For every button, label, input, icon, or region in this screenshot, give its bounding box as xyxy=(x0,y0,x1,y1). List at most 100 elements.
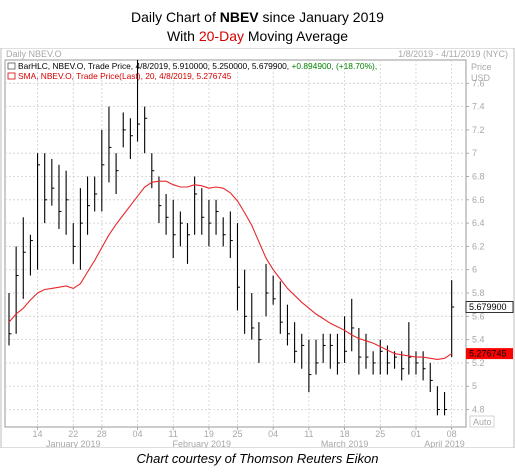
x-tick-label: 01 xyxy=(411,429,421,439)
price-bar xyxy=(144,106,148,154)
legend-sma-text: SMA, NBEV.O, Trade Price(Last), 20, 4/8/… xyxy=(18,71,232,81)
price-bar xyxy=(429,362,433,393)
price-bar xyxy=(201,188,205,235)
price-bar xyxy=(29,234,33,276)
x-tick-label: 08 xyxy=(447,429,457,439)
y-tick-label: 5.8 xyxy=(472,288,485,298)
legend-bars: BarHLC, NBEV.O, Trade Price, 4/8/2019, 5… xyxy=(18,61,377,71)
price-bar xyxy=(443,392,448,416)
y-tick-label: 7.4 xyxy=(472,102,485,112)
last-sma-marker: 5.276745 xyxy=(466,348,513,360)
price-bar xyxy=(365,333,369,369)
price-bar xyxy=(44,153,48,224)
price-bar xyxy=(172,199,176,259)
x-tick-label: 11 xyxy=(169,429,178,439)
x-tick-label: 11 xyxy=(304,429,313,439)
price-bar xyxy=(58,164,62,229)
legend-sma: SMA, NBEV.O, Trade Price(Last), 20, 4/8/… xyxy=(18,71,232,81)
y-tick-label: 6.4 xyxy=(472,218,485,228)
y-tick-label: 5.4 xyxy=(472,335,485,345)
price-bar xyxy=(308,339,312,393)
auto-button[interactable]: Auto xyxy=(469,415,495,428)
sma-line xyxy=(8,180,453,360)
title-suffix: since January 2019 xyxy=(258,9,384,25)
price-bar xyxy=(422,351,426,381)
title-prefix: Daily Chart of xyxy=(131,9,220,25)
last-sma-box xyxy=(466,348,513,360)
price-bar xyxy=(136,60,141,142)
y-tick-label: 5.2 xyxy=(472,358,485,368)
price-bar xyxy=(294,322,298,363)
price-bar xyxy=(179,211,183,247)
price-bar xyxy=(265,263,269,317)
price-bar xyxy=(108,106,112,183)
price-bar xyxy=(436,386,440,416)
y-tick-label: 7 xyxy=(472,148,477,158)
x-tick-label: 19 xyxy=(204,429,214,439)
x-tick-label: 25 xyxy=(232,429,242,439)
price-bar xyxy=(244,269,248,334)
x-tick-label: 22 xyxy=(68,429,78,439)
price-bar xyxy=(15,246,19,334)
price-bar xyxy=(129,118,133,160)
price-bar xyxy=(158,176,162,224)
y-tick-label: 7.6 xyxy=(472,78,485,88)
month-label: March 2019 xyxy=(321,439,369,448)
y-tick-label: 6.8 xyxy=(472,172,485,182)
price-bar xyxy=(215,199,219,235)
x-tick-label: 28 xyxy=(97,429,107,439)
y-axis: 7.6 7.4 7.2 7 6.8 6.6 6.4 6.2 6 5.8 5.6 5.4 5.2 5 4.8 xyxy=(466,78,485,415)
axis-unit-price: Price xyxy=(471,62,492,72)
legend-bars-text: BarHLC, NBEV.O, Trade Price, 4/8/2019, 5… xyxy=(18,61,291,71)
price-bar xyxy=(208,199,212,247)
chart-title: Daily Chart of NBEV since January 2019 xyxy=(0,9,515,25)
title-ticker: NBEV xyxy=(219,9,259,25)
header-left-label: Daily NBEV.O xyxy=(6,49,62,59)
price-bar xyxy=(8,293,12,346)
subtitle-highlight: 20-Day xyxy=(198,28,244,44)
price-bar xyxy=(165,193,169,235)
y-tick-label: 6.6 xyxy=(472,195,485,205)
price-bar xyxy=(94,176,98,212)
price-bar xyxy=(229,211,233,259)
price-bar xyxy=(101,129,105,212)
legend: BarHLC, NBEV.O, Trade Price, 4/8/2019, 5… xyxy=(7,61,377,81)
price-bar xyxy=(372,351,376,375)
price-bar xyxy=(194,176,198,235)
price-bar xyxy=(379,339,383,375)
header-right-label: 1/8/2019 - 4/11/2019 (NYC) xyxy=(398,49,508,59)
x-tick-label: 25 xyxy=(375,429,385,439)
last-price-marker: 5.679900 xyxy=(465,301,514,313)
price-bar xyxy=(401,351,405,381)
legend-swatch-sma xyxy=(7,72,16,80)
price-bar xyxy=(315,339,319,375)
axis-unit-usd: USD xyxy=(471,73,491,83)
y-tick-label: 5 xyxy=(472,381,477,391)
price-bar xyxy=(408,322,412,375)
last-price-box xyxy=(465,301,514,313)
price-chart: Daily NBEV.O 1/8/2019 - 4/11/2019 (NYC) … xyxy=(0,48,515,448)
x-tick-label: 04 xyxy=(268,429,278,439)
price-bar xyxy=(272,275,276,305)
y-tick-label: 7.2 xyxy=(472,125,485,135)
price-bar xyxy=(122,112,126,148)
price-bar xyxy=(72,223,76,264)
x-tick-label: 04 xyxy=(133,429,143,439)
price-bar xyxy=(351,298,355,352)
price-bar xyxy=(79,188,83,270)
auto-button-frame[interactable] xyxy=(469,415,495,428)
price-bar xyxy=(86,176,91,235)
month-label: January 2019 xyxy=(46,439,101,448)
price-bar xyxy=(286,304,290,346)
x-tick-label: 18 xyxy=(340,429,350,439)
price-bar xyxy=(322,333,326,363)
price-bar xyxy=(415,351,419,375)
price-bar xyxy=(344,316,348,363)
price-bar xyxy=(451,280,455,358)
price-bar xyxy=(358,327,362,375)
month-label: February 2019 xyxy=(173,439,232,448)
legend-swatch-bars xyxy=(7,62,16,70)
y-tick-label: 5.6 xyxy=(472,311,485,321)
y-tick-label: 4.8 xyxy=(472,405,485,415)
price-bar xyxy=(115,153,119,194)
